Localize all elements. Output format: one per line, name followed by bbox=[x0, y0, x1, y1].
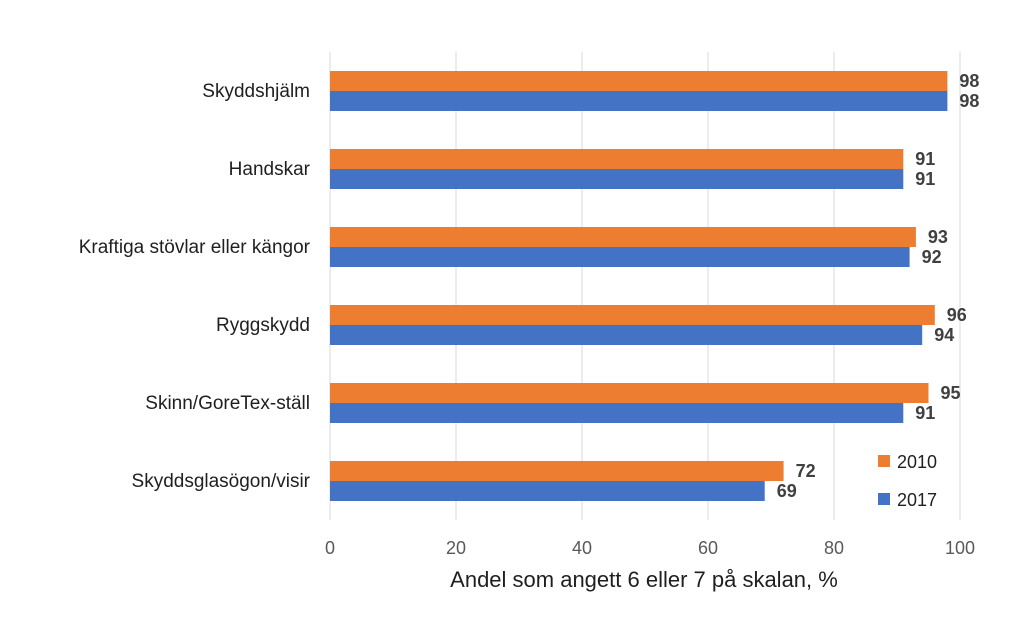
bar-2017 bbox=[330, 91, 948, 111]
bars bbox=[330, 71, 948, 501]
x-tick-label: 40 bbox=[572, 538, 592, 558]
bar-2010 bbox=[330, 305, 935, 325]
x-axis-title: Andel som angett 6 eller 7 på skalan, % bbox=[450, 567, 838, 592]
x-tick-label: 60 bbox=[698, 538, 718, 558]
bar-2010 bbox=[330, 227, 916, 247]
category-label: Skyddsglasögon/visir bbox=[132, 471, 311, 492]
data-label-2010: 95 bbox=[941, 383, 961, 403]
data-label-2010: 96 bbox=[947, 305, 967, 325]
data-label-2017: 69 bbox=[777, 481, 797, 501]
bar-2017 bbox=[330, 403, 904, 423]
bar-2010 bbox=[330, 71, 948, 91]
gridlines bbox=[329, 52, 961, 520]
data-label-2010: 93 bbox=[928, 227, 948, 247]
category-label: Skinn/GoreTex-ställ bbox=[145, 393, 310, 414]
bar-2010 bbox=[330, 383, 929, 403]
data-label-2010: 91 bbox=[915, 149, 935, 169]
legend-swatch-2017 bbox=[878, 493, 890, 505]
data-label-2017: 92 bbox=[922, 247, 942, 267]
bar-2017 bbox=[330, 169, 904, 189]
x-tick-label: 80 bbox=[824, 538, 844, 558]
bar-2010 bbox=[330, 461, 784, 481]
bar-2017 bbox=[330, 481, 765, 501]
data-label-2017: 91 bbox=[915, 403, 935, 423]
category-label: Ryggskydd bbox=[216, 315, 310, 336]
data-label-2017: 94 bbox=[934, 325, 954, 345]
bar-2017 bbox=[330, 325, 923, 345]
legend-label-2010: 2010 bbox=[897, 452, 937, 472]
data-label-2010: 98 bbox=[959, 71, 979, 91]
legend: 2010 2017 bbox=[878, 452, 937, 510]
category-label: Handskar bbox=[229, 159, 311, 180]
x-tick-label: 100 bbox=[945, 538, 975, 558]
category-label: Kraftiga stövlar eller kängor bbox=[79, 237, 311, 258]
data-label-2017: 98 bbox=[959, 91, 979, 111]
bar-2010 bbox=[330, 149, 904, 169]
category-label: Skyddshjälm bbox=[202, 81, 310, 102]
data-label-2017: 91 bbox=[915, 169, 935, 189]
data-label-2010: 72 bbox=[796, 461, 816, 481]
x-tick-label: 20 bbox=[446, 538, 466, 558]
bar-2017 bbox=[330, 247, 910, 267]
x-tick-label: 0 bbox=[325, 538, 335, 558]
legend-swatch-2010 bbox=[878, 455, 890, 467]
legend-label-2017: 2017 bbox=[897, 490, 937, 510]
